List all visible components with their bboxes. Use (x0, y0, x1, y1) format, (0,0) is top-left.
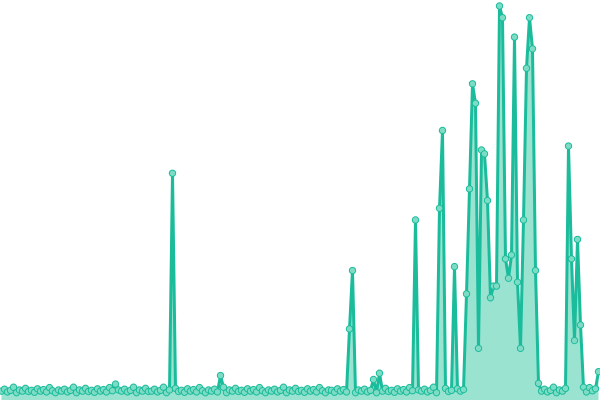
area-layer (1, 6, 599, 400)
data-point (522, 64, 531, 72)
data-point (561, 384, 570, 393)
data-point (513, 278, 522, 286)
data-point (168, 169, 177, 177)
data-point (129, 383, 138, 391)
data-point (459, 385, 468, 394)
data-point (549, 383, 558, 391)
data-point (498, 13, 507, 22)
data-point (165, 386, 174, 394)
data-point (213, 388, 222, 396)
data-point (492, 282, 501, 290)
data-point (411, 216, 420, 224)
data-point (432, 388, 441, 397)
data-point (216, 371, 225, 380)
data-point (519, 216, 528, 224)
data-point (372, 388, 381, 397)
data-point (531, 266, 540, 275)
data-point (450, 262, 459, 271)
data-point (507, 251, 516, 259)
data-point (465, 185, 474, 193)
data-point (570, 336, 579, 345)
series-area (1, 6, 599, 400)
data-point (438, 126, 447, 135)
data-point (501, 255, 510, 263)
data-point (408, 387, 417, 395)
data-point (567, 255, 576, 263)
data-point (462, 290, 471, 298)
data-point (279, 383, 288, 391)
data-point (159, 383, 168, 391)
data-point (342, 388, 351, 396)
data-point (429, 383, 438, 391)
data-point (435, 204, 444, 212)
data-point (111, 380, 120, 388)
data-point (528, 45, 537, 53)
data-point (69, 383, 78, 391)
data-point (474, 344, 483, 353)
data-point (534, 379, 543, 388)
data-point (9, 383, 18, 391)
data-point (447, 386, 456, 395)
data-point (486, 294, 495, 302)
data-point (495, 2, 504, 10)
data-point (348, 266, 357, 275)
data-point (516, 344, 525, 353)
data-point (366, 386, 375, 395)
data-point (573, 235, 582, 244)
data-point (471, 99, 480, 107)
data-point (483, 196, 492, 205)
data-point (369, 375, 378, 384)
data-point (594, 367, 600, 376)
data-point (345, 325, 354, 333)
data-point (576, 321, 585, 329)
data-point (510, 33, 519, 41)
data-point (468, 80, 477, 88)
data-point (108, 387, 117, 395)
data-point (564, 142, 573, 150)
data-point (219, 383, 228, 391)
data-point (525, 13, 534, 22)
data-point (480, 150, 489, 158)
data-point (504, 274, 513, 282)
data-point (591, 385, 600, 393)
data-point (375, 369, 384, 377)
